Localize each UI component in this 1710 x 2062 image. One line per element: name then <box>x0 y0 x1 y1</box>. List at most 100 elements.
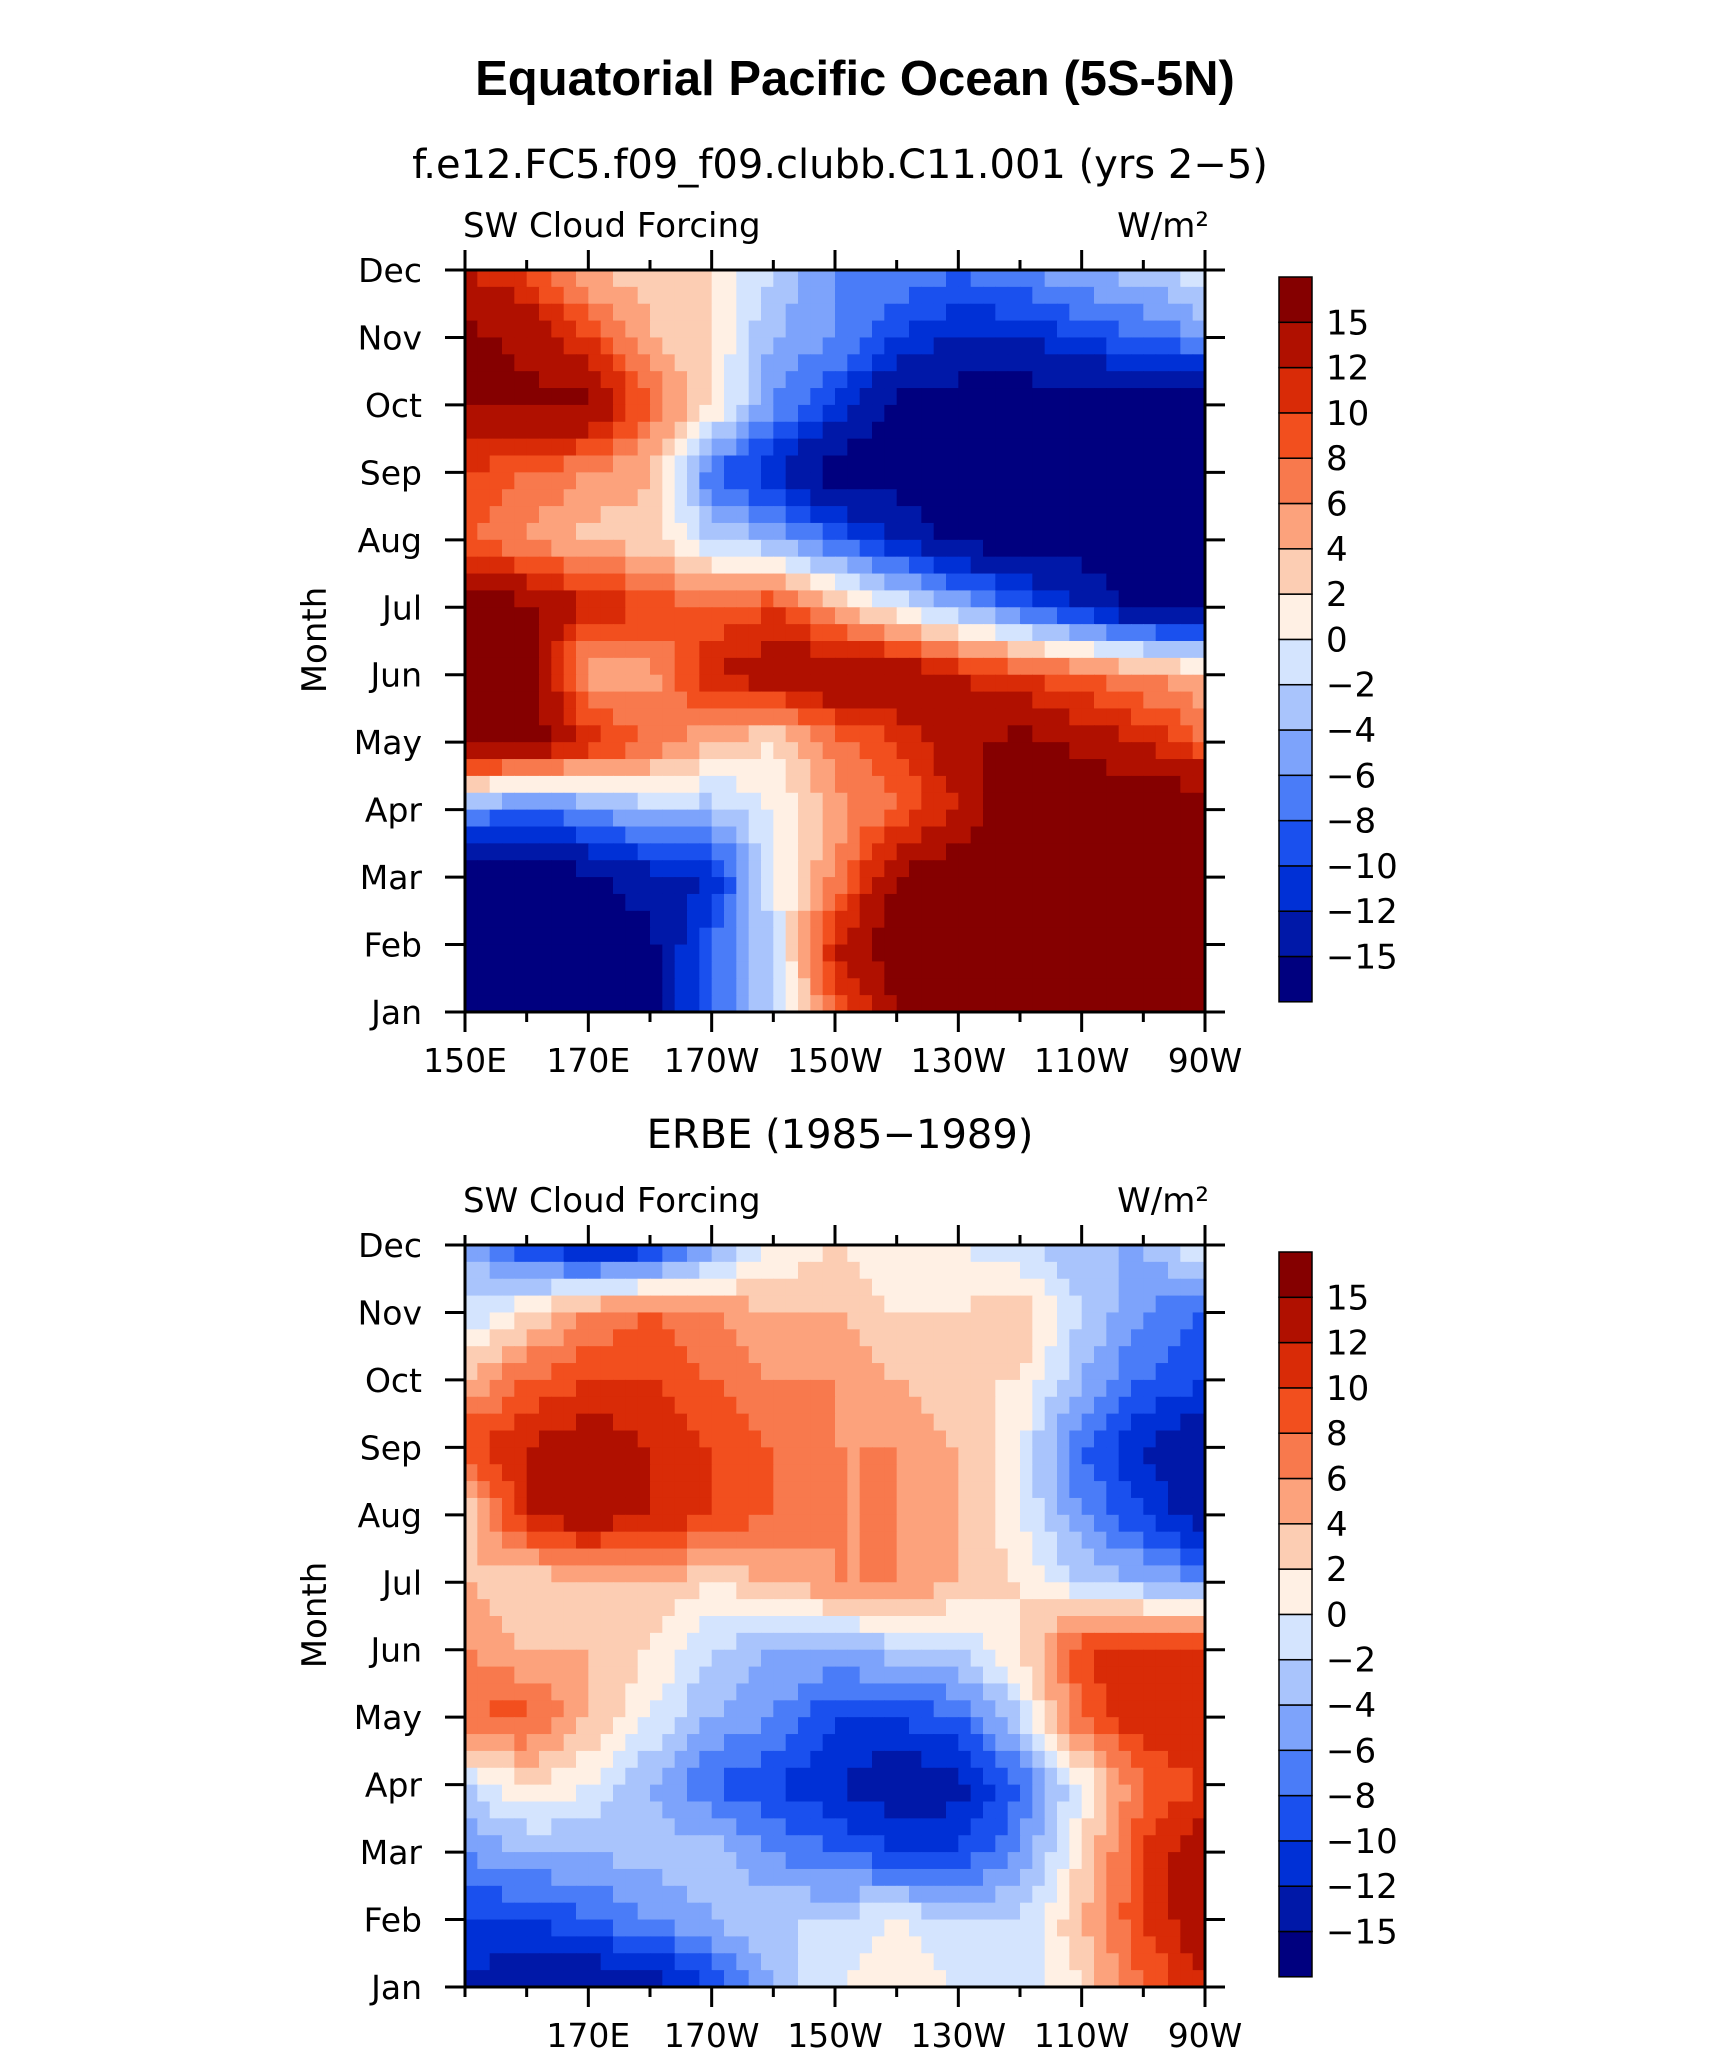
heatmap-cell <box>1094 978 1107 996</box>
heatmap-cell <box>983 826 996 844</box>
heatmap-cell <box>1081 303 1095 322</box>
heatmap-cell <box>909 539 922 558</box>
heatmap-cell <box>588 624 602 642</box>
heatmap-cell <box>526 1750 540 1769</box>
x-tick-label: 170W <box>664 1041 760 1080</box>
heatmap-cell <box>687 1514 700 1533</box>
heatmap-cell <box>514 927 528 946</box>
heatmap-cell <box>699 1666 713 1685</box>
heatmap-cell <box>810 1717 824 1735</box>
heatmap-cell <box>588 759 602 777</box>
heatmap-cell <box>1094 1295 1107 1314</box>
heatmap-cell <box>1020 539 1033 558</box>
heatmap-cell <box>995 1346 1009 1364</box>
heatmap-cell <box>1057 657 1070 676</box>
heatmap-cell <box>526 421 540 440</box>
heatmap-cell <box>674 590 688 608</box>
heatmap-cell <box>625 725 639 743</box>
heatmap-cell <box>539 910 552 929</box>
heatmap-cell <box>1057 860 1070 878</box>
heatmap-cell <box>1180 590 1194 608</box>
heatmap-cell <box>896 691 910 710</box>
heatmap-cell <box>822 944 836 963</box>
heatmap-cell <box>835 978 848 996</box>
heatmap-cell <box>489 893 503 912</box>
heatmap-cell <box>588 708 602 726</box>
heatmap-cell <box>995 388 1009 406</box>
heatmap-cell <box>1094 775 1107 794</box>
heatmap-cell <box>1155 708 1169 726</box>
heatmap-cell <box>724 404 737 423</box>
heatmap-cell <box>761 1531 774 1550</box>
heatmap-cell <box>785 1379 799 1398</box>
heatmap-cell <box>674 978 688 996</box>
heatmap-cell <box>884 1683 898 1701</box>
heatmap-cell <box>773 1767 787 1786</box>
heatmap-cell <box>822 1413 836 1432</box>
heatmap-cell <box>1106 455 1120 473</box>
heatmap-cell <box>970 691 984 710</box>
heatmap-cell <box>1057 995 1070 1013</box>
heatmap-cell <box>773 1363 787 1381</box>
heatmap-cell <box>625 657 639 676</box>
heatmap-cell <box>1020 1616 1033 1634</box>
heatmap-cell <box>810 877 824 895</box>
heatmap-cell <box>1131 1464 1144 1482</box>
heatmap-cell <box>1020 472 1033 490</box>
heatmap-cell <box>662 708 676 726</box>
heatmap-cell <box>588 742 602 760</box>
heatmap-cell <box>995 1818 1009 1836</box>
heatmap-cell <box>909 1312 922 1330</box>
heatmap-cell <box>773 573 787 592</box>
heatmap-cell <box>995 1481 1009 1499</box>
heatmap-cell <box>761 1413 774 1432</box>
heatmap-cell <box>625 388 639 406</box>
heatmap-cell <box>1020 522 1033 541</box>
heatmap-cell <box>847 995 861 1013</box>
heatmap-cell <box>1131 1245 1144 1263</box>
heatmap-cell <box>613 742 626 760</box>
heatmap-cell <box>477 1666 491 1685</box>
heatmap-cell <box>650 1868 663 1887</box>
heatmap-cell <box>576 961 589 979</box>
heatmap-cell <box>489 1548 503 1567</box>
heatmap-cell <box>970 1346 984 1364</box>
heatmap-cell <box>785 1801 799 1819</box>
heatmap-cell <box>736 775 750 794</box>
heatmap-cell <box>785 944 799 963</box>
heatmap-cell <box>958 455 972 473</box>
heatmap-cell <box>526 1649 540 1668</box>
heatmap-cell <box>748 1312 762 1330</box>
heatmap-cell <box>687 590 700 608</box>
heatmap-cell <box>970 354 984 372</box>
heatmap-cell <box>687 573 700 592</box>
heatmap-cell <box>933 1666 947 1685</box>
heatmap-cell <box>884 641 898 659</box>
heatmap-cell <box>859 607 873 625</box>
heatmap-cell <box>526 691 540 710</box>
heatmap-cell <box>1032 1261 1046 1280</box>
heatmap-cell <box>465 590 478 608</box>
heatmap-cell <box>1057 809 1070 828</box>
heatmap-cell <box>1155 877 1169 895</box>
heatmap-cell <box>785 506 799 524</box>
heatmap-cell <box>662 506 676 524</box>
heatmap-cell <box>859 1599 873 1617</box>
heatmap-cell <box>1020 691 1033 710</box>
heatmap-cell <box>1007 590 1021 608</box>
heatmap-cell <box>785 286 799 305</box>
heatmap-cell <box>946 877 959 895</box>
heatmap-cell <box>1081 1750 1095 1769</box>
heatmap-cell <box>798 1835 811 1853</box>
heatmap-cell <box>884 1750 898 1769</box>
heatmap-cell <box>859 1329 873 1347</box>
heatmap-cell <box>1081 961 1095 979</box>
heatmap-cell <box>822 1784 836 1803</box>
heatmap-cell <box>736 472 750 490</box>
heatmap-cell <box>773 910 787 929</box>
heatmap-cell <box>773 556 787 575</box>
heatmap-cell <box>896 927 910 946</box>
heatmap-cell <box>736 320 750 339</box>
heatmap-cell <box>551 556 565 575</box>
heatmap-cell <box>859 708 873 726</box>
